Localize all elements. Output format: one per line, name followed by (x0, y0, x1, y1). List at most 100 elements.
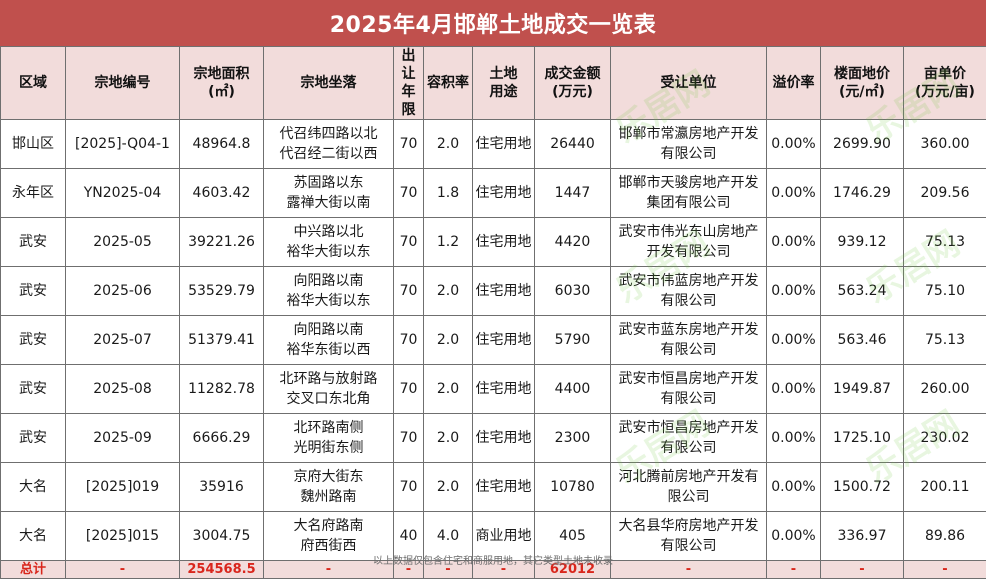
cell-code-text: 2025-08 (68, 380, 177, 398)
cell-buyer: 邯郸市常瀛房地产开发有限公司 (611, 120, 767, 169)
cell-floor-price-text: 1949.87 (823, 380, 901, 398)
cell-amount: 2300 (535, 414, 611, 463)
cell-floor-price: 1725.10 (821, 414, 904, 463)
cell-buyer-text: 武安市蓝东房地产开发 (613, 320, 764, 340)
cell-floor-price: 563.46 (821, 316, 904, 365)
cell-years-text: 70 (396, 429, 421, 447)
cell-far: 2.0 (424, 414, 473, 463)
cell-mu-price-text: 230.02 (906, 429, 984, 447)
cell-far: 1.8 (424, 169, 473, 218)
cell-region-text: 大名 (3, 527, 63, 545)
cell-region-text: 武安 (3, 233, 63, 251)
cell-years-text: 70 (396, 282, 421, 300)
cell-location-text: 向阳路以南 (266, 320, 391, 340)
header-row: 区域宗地编号宗地面积(㎡)宗地坐落出让年限容积率土地用途成交金额(万元)受让单位… (1, 47, 986, 120)
header-label: 区域 (3, 74, 63, 92)
cell-far: 2.0 (424, 267, 473, 316)
header-unit: 用途 (475, 83, 532, 101)
cell-location-text: 北环路与放射路 (266, 369, 391, 389)
footnote: 以上数据仅包含住宅和商服用地，其它类型土地未收录 (0, 553, 986, 571)
header-label: 亩单价 (906, 65, 984, 83)
cell-location: 向阳路以南裕华东街以西 (264, 316, 394, 365)
cell-area: 35916 (180, 463, 264, 512)
cell-amount-text: 10780 (537, 478, 608, 496)
header-label: 出让 (396, 47, 421, 83)
header-label: 容积率 (426, 74, 470, 92)
cell-code: 2025-08 (66, 365, 180, 414)
cell-area-text: 4603.42 (182, 184, 261, 202)
cell-code-text: 2025-09 (68, 429, 177, 447)
cell-area: 48964.8 (180, 120, 264, 169)
cell-mu-price-text: 200.11 (906, 478, 984, 496)
header-label: 受让单位 (613, 74, 764, 92)
cell-premium-text: 0.00% (769, 527, 818, 545)
cell-far: 2.0 (424, 463, 473, 512)
cell-years-text: 70 (396, 135, 421, 153)
cell-mu-price: 75.10 (904, 267, 986, 316)
cell-far-text: 2.0 (426, 282, 470, 300)
land-transaction-table: 区域宗地编号宗地面积(㎡)宗地坐落出让年限容积率土地用途成交金额(万元)受让单位… (0, 46, 986, 579)
cell-code: 2025-07 (66, 316, 180, 365)
cell-years: 70 (394, 316, 424, 365)
cell-region: 邯山区 (1, 120, 66, 169)
cell-code-text: [2025]-Q04-1 (68, 135, 177, 153)
cell-location: 向阳路以南裕华大街以东 (264, 267, 394, 316)
cell-area-text: 48964.8 (182, 135, 261, 153)
cell-floor-price: 1949.87 (821, 365, 904, 414)
cell-code: [2025]-Q04-1 (66, 120, 180, 169)
cell-location: 代召纬四路以北代召经二街以西 (264, 120, 394, 169)
cell-mu-price-text: 260.00 (906, 380, 984, 398)
cell-use-text: 住宅用地 (475, 478, 532, 496)
cell-premium: 0.00% (767, 218, 821, 267)
cell-far-text: 2.0 (426, 380, 470, 398)
cell-location-text: 大名府路南 (266, 516, 391, 536)
cell-use: 住宅用地 (473, 120, 535, 169)
cell-buyer-text: 集团有限公司 (613, 193, 764, 213)
cell-mu-price-text: 89.86 (906, 527, 984, 545)
cell-premium: 0.00% (767, 120, 821, 169)
cell-amount-text: 4400 (537, 380, 608, 398)
cell-buyer-text: 有限公司 (613, 340, 764, 360)
cell-area-text: 6666.29 (182, 429, 261, 447)
cell-far-text: 2.0 (426, 331, 470, 349)
header-location: 宗地坐落 (264, 47, 394, 120)
cell-buyer-text: 武安市伟光东山房地产 (613, 222, 764, 242)
cell-buyer-text: 邯郸市天骏房地产开发 (613, 173, 764, 193)
cell-code-text: 2025-05 (68, 233, 177, 251)
cell-amount: 4420 (535, 218, 611, 267)
cell-location-text: 中兴路以北 (266, 222, 391, 242)
cell-premium: 0.00% (767, 169, 821, 218)
cell-area: 11282.78 (180, 365, 264, 414)
cell-mu-price: 209.56 (904, 169, 986, 218)
cell-buyer-text: 河北腾前房地产开发有 (613, 467, 764, 487)
header-region: 区域 (1, 47, 66, 120)
cell-mu-price: 75.13 (904, 316, 986, 365)
cell-floor-price-text: 336.97 (823, 527, 901, 545)
cell-use: 住宅用地 (473, 365, 535, 414)
cell-far-text: 1.8 (426, 184, 470, 202)
cell-location: 北环路与放射路交叉口东北角 (264, 365, 394, 414)
cell-buyer: 邯郸市天骏房地产开发集团有限公司 (611, 169, 767, 218)
cell-region: 武安 (1, 414, 66, 463)
cell-amount-text: 5790 (537, 331, 608, 349)
cell-region: 永年区 (1, 169, 66, 218)
header-far: 容积率 (424, 47, 473, 120)
cell-use-text: 住宅用地 (475, 380, 532, 398)
header-label: 楼面地价 (823, 65, 901, 83)
cell-premium-text: 0.00% (769, 135, 818, 153)
header-unit: (㎡) (182, 83, 261, 101)
cell-use-text: 住宅用地 (475, 135, 532, 153)
cell-premium: 0.00% (767, 414, 821, 463)
cell-premium-text: 0.00% (769, 331, 818, 349)
cell-premium-text: 0.00% (769, 282, 818, 300)
cell-amount: 5790 (535, 316, 611, 365)
cell-code-text: [2025]015 (68, 527, 177, 545)
cell-buyer-text: 有限公司 (613, 291, 764, 311)
sheet-title: 2025年4月邯郸土地成交一览表 (0, 0, 986, 47)
cell-amount-text: 6030 (537, 282, 608, 300)
